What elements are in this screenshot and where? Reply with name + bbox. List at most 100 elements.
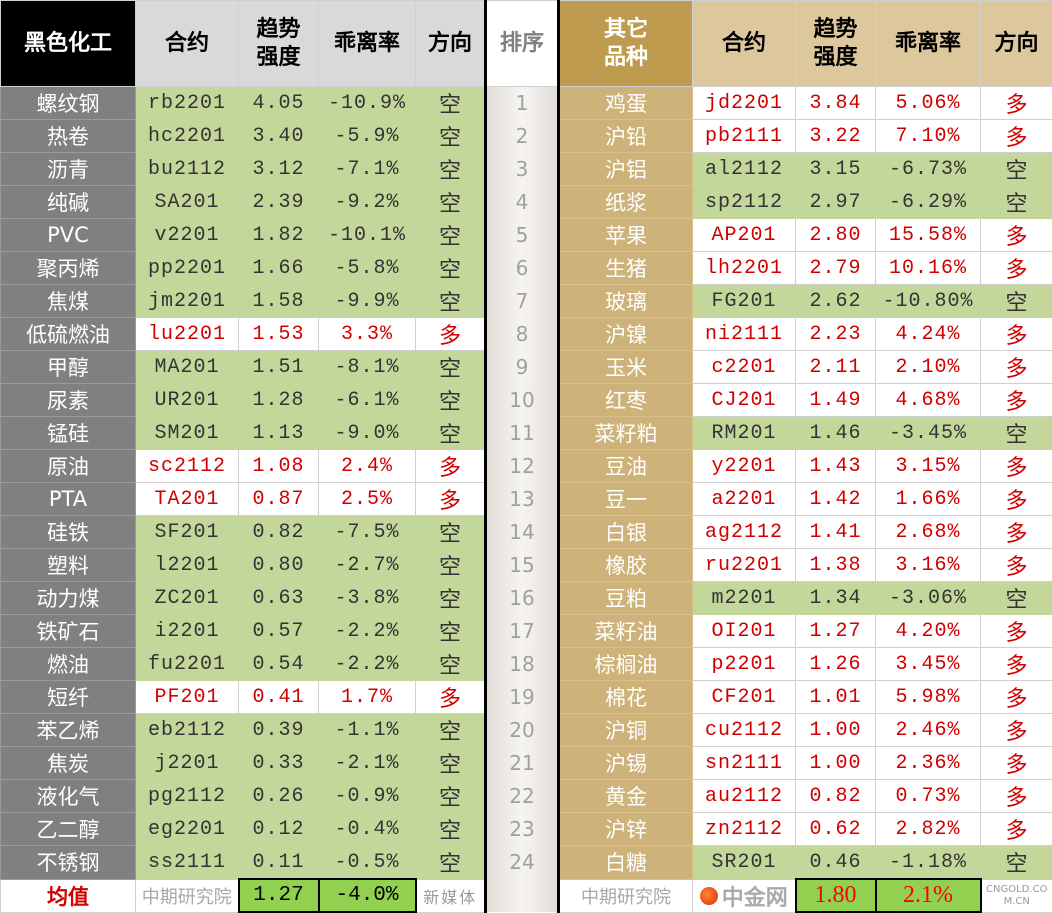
right-variety-name: 白银 [558, 515, 693, 549]
rank-number: 13 [484, 482, 560, 516]
right-deviation: 2.82% [875, 812, 981, 846]
header-deviation-right: 乖离率 [875, 0, 981, 87]
left-deviation: -0.5% [318, 845, 416, 880]
right-variety-name: 苹果 [558, 218, 693, 252]
left-contract: eb2112 [135, 713, 239, 747]
right-direction: 多 [980, 515, 1052, 549]
right-deviation: 15.58% [875, 218, 981, 252]
right-strength: 0.46 [795, 845, 876, 880]
left-variety-name: 纯碱 [0, 185, 136, 219]
right-strength: 1.26 [795, 647, 876, 681]
right-variety-name: 玻璃 [558, 284, 693, 318]
left-direction: 空 [415, 581, 486, 615]
right-deviation: 2.10% [875, 350, 981, 384]
right-variety-name: 沪锡 [558, 746, 693, 780]
table-row: 塑料 l2201 0.80 -2.7% 空 15 橡胶 ru2201 1.38 3.16% 多 [0, 548, 1052, 582]
right-variety-name: 黄金 [558, 779, 693, 813]
right-direction: 空 [980, 185, 1052, 219]
logo-en: CNGOLD.COM.CN [980, 878, 1052, 913]
rank-number: 17 [484, 614, 560, 648]
left-strength: 0.39 [238, 713, 319, 747]
header-deviation: 乖离率 [318, 0, 416, 87]
right-strength: 2.97 [795, 185, 876, 219]
right-direction: 多 [980, 449, 1052, 483]
left-variety-name: 乙二醇 [0, 812, 136, 846]
left-direction: 空 [415, 515, 486, 549]
left-deviation: -9.2% [318, 185, 416, 219]
left-variety-name: 低硫燃油 [0, 317, 136, 351]
left-deviation: 2.5% [318, 482, 416, 516]
left-contract: eg2201 [135, 812, 239, 846]
right-direction: 多 [980, 218, 1052, 252]
left-variety-name: 螺纹钢 [0, 86, 136, 120]
right-direction: 空 [980, 284, 1052, 318]
left-direction: 空 [415, 152, 486, 186]
right-strength: 1.46 [795, 416, 876, 450]
right-variety-name: 玉米 [558, 350, 693, 384]
rank-number: 20 [484, 713, 560, 747]
header-contract: 合约 [135, 0, 239, 87]
right-direction: 空 [980, 845, 1052, 880]
right-variety-name: 白糖 [558, 845, 693, 880]
right-direction: 多 [980, 548, 1052, 582]
table-row: 动力煤 ZC201 0.63 -3.8% 空 16 豆粕 m2201 1.34 -3.06% 空 [0, 581, 1052, 615]
left-strength: 0.33 [238, 746, 319, 780]
right-direction: 多 [980, 317, 1052, 351]
left-contract: pp2201 [135, 251, 239, 285]
right-strength: 1.00 [795, 746, 876, 780]
right-deviation: -10.80% [875, 284, 981, 318]
right-direction: 多 [980, 383, 1052, 417]
left-strength-average: 1.27 [237, 878, 320, 913]
right-deviation: 10.16% [875, 251, 981, 285]
table-row: 乙二醇 eg2201 0.12 -0.4% 空 23 沪锌 zn2112 0.62 2.82% 多 [0, 812, 1052, 846]
left-variety-name: 铁矿石 [0, 614, 136, 648]
right-contract: au2112 [692, 779, 796, 813]
right-contract: zn2112 [692, 812, 796, 846]
empty-rank-cell [484, 879, 560, 912]
left-direction: 空 [415, 185, 486, 219]
left-strength: 0.11 [238, 845, 319, 880]
left-variety-name: 热卷 [0, 119, 136, 153]
left-direction: 空 [415, 251, 486, 285]
right-variety-name: 豆一 [558, 482, 693, 516]
left-direction: 空 [415, 614, 486, 648]
left-contract: SA201 [135, 185, 239, 219]
left-direction: 空 [415, 119, 486, 153]
left-direction: 空 [415, 548, 486, 582]
table-row: 不锈钢 ss2111 0.11 -0.5% 空 24 白糖 SR201 0.46 -1.18% 空 [0, 845, 1052, 880]
right-strength: 2.11 [795, 350, 876, 384]
left-deviation: -2.2% [318, 647, 416, 681]
header-left-title: 黑色化工 [0, 0, 136, 87]
left-direction: 空 [415, 713, 486, 747]
rank-number: 3 [484, 152, 560, 186]
right-strength: 1.43 [795, 449, 876, 483]
left-strength: 0.54 [238, 647, 319, 681]
right-deviation: 4.24% [875, 317, 981, 351]
right-contract: a2201 [692, 482, 796, 516]
left-direction: 空 [415, 86, 486, 120]
header-strength-right: 趋势强度 [795, 0, 876, 87]
left-strength: 4.05 [238, 86, 319, 120]
right-deviation: 5.06% [875, 86, 981, 120]
table-row: 燃油 fu2201 0.54 -2.2% 空 18 棕榈油 p2201 1.26 3.45% 多 [0, 647, 1052, 681]
left-strength: 0.87 [238, 482, 319, 516]
right-variety-name: 菜籽油 [558, 614, 693, 648]
right-variety-name: 沪铅 [558, 119, 693, 153]
left-strength: 1.28 [238, 383, 319, 417]
right-variety-name: 豆粕 [558, 581, 693, 615]
left-deviation-average: -4.0% [317, 878, 417, 913]
right-contract: RM201 [692, 416, 796, 450]
right-strength: 1.00 [795, 713, 876, 747]
right-deviation: 5.98% [875, 680, 981, 714]
left-contract: MA201 [135, 350, 239, 384]
left-contract: SM201 [135, 416, 239, 450]
left-variety-name: 燃油 [0, 647, 136, 681]
right-contract: cu2112 [692, 713, 796, 747]
left-direction: 多 [415, 680, 486, 714]
left-variety-name: 锰硅 [0, 416, 136, 450]
right-strength: 1.41 [795, 515, 876, 549]
right-deviation: 0.73% [875, 779, 981, 813]
left-contract: rb2201 [135, 86, 239, 120]
left-deviation: -0.9% [318, 779, 416, 813]
logo-swirl-icon [699, 886, 718, 905]
